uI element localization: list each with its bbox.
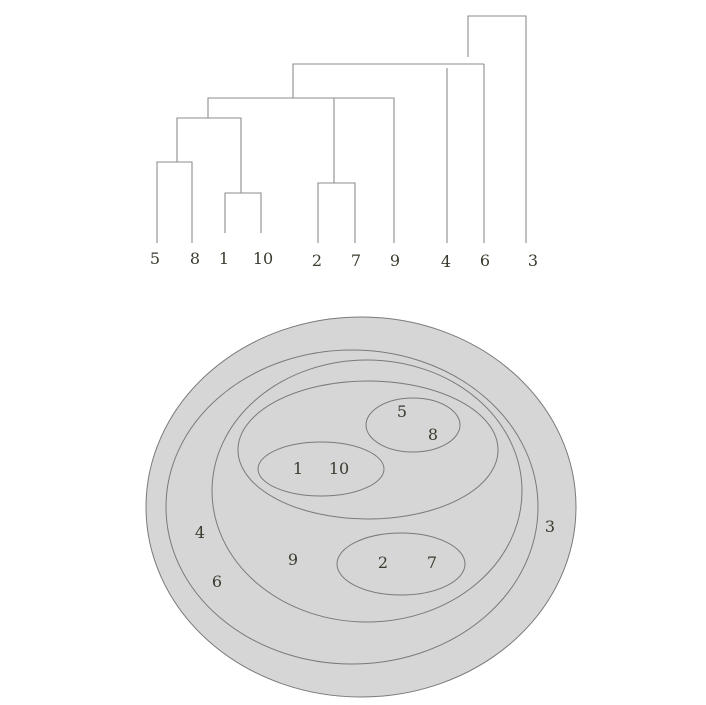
euler-diagram: 5 8 1 10 2 7 9 4 6 3 xyxy=(145,316,577,698)
cluster-level-4 xyxy=(237,380,499,520)
leaf-label: 4 xyxy=(441,252,451,271)
element-label: 10 xyxy=(329,459,349,478)
branch-1-10 xyxy=(224,192,262,233)
branch-merge-4 xyxy=(292,63,484,98)
cluster-1-10 xyxy=(257,441,385,497)
element-label: 6 xyxy=(212,572,222,591)
cluster-2-7 xyxy=(336,532,466,596)
leaf-label: 7 xyxy=(351,251,361,270)
leaf-label: 6 xyxy=(480,251,490,270)
branch-5-8 xyxy=(156,161,193,243)
branch-2-7 xyxy=(317,182,356,243)
leaf-label: 10 xyxy=(253,249,273,268)
branch-group-9 xyxy=(207,97,395,243)
element-label: 8 xyxy=(428,425,438,444)
leaf-label: 5 xyxy=(150,249,160,268)
dendrogram: 5 8 1 10 2 7 9 4 6 3 xyxy=(150,15,538,271)
branch-5-8-1-10 xyxy=(176,117,242,193)
element-label: 1 xyxy=(293,459,303,478)
leaf-label: 9 xyxy=(390,251,400,270)
branch-root-3 xyxy=(467,15,527,243)
element-label: 3 xyxy=(545,517,555,536)
cluster-level-3 xyxy=(211,359,523,623)
cluster-level-2 xyxy=(165,349,539,665)
element-label: 7 xyxy=(427,553,437,572)
leaf-label: 8 xyxy=(190,249,200,268)
cluster-outer xyxy=(145,316,577,698)
cluster-5-8 xyxy=(365,397,461,453)
leaf-label: 2 xyxy=(312,251,322,270)
element-label: 5 xyxy=(397,402,407,421)
element-label: 2 xyxy=(378,553,388,572)
element-label: 9 xyxy=(288,550,298,569)
leaf-label: 1 xyxy=(219,249,229,268)
element-label: 4 xyxy=(195,523,205,542)
leaf-label: 3 xyxy=(528,251,538,270)
